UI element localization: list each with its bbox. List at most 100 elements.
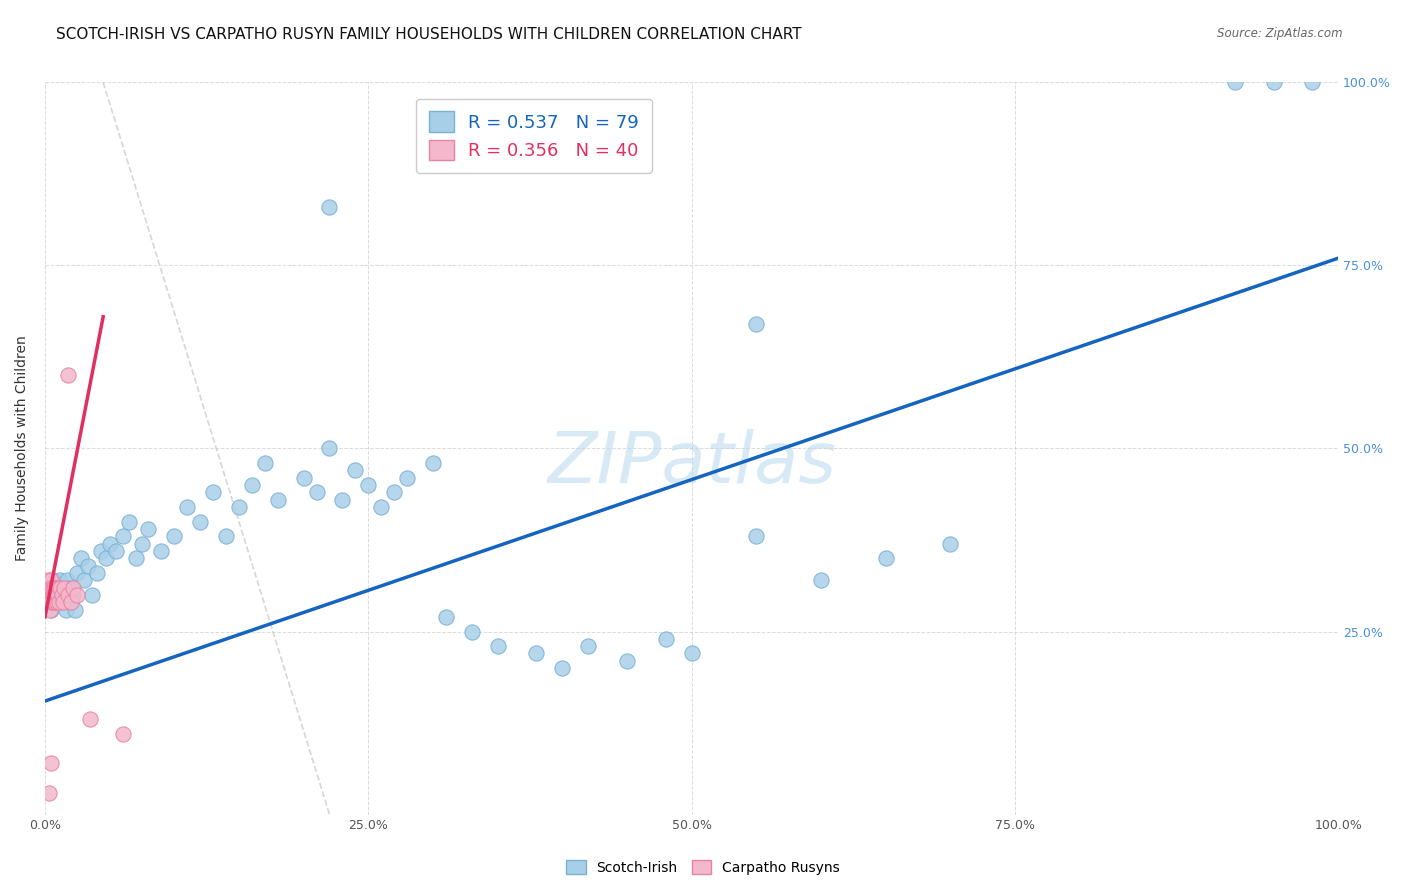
- Point: [53, 581, 76, 595]
- Point: [228, 500, 250, 514]
- Point: [655, 632, 678, 646]
- Point: [52, 595, 75, 609]
- Point: [60, 581, 83, 595]
- Point: [59, 595, 82, 609]
- Point: [45, 588, 67, 602]
- Point: [42, 581, 65, 595]
- Point: [41, 756, 63, 771]
- Point: [616, 654, 638, 668]
- Point: [318, 200, 340, 214]
- Point: [42, 588, 65, 602]
- Point: [42, 595, 65, 609]
- Point: [551, 661, 574, 675]
- Point: [111, 529, 134, 543]
- Point: [332, 492, 354, 507]
- Point: [810, 574, 832, 588]
- Point: [37, 581, 59, 595]
- Point: [461, 624, 484, 639]
- Point: [51, 595, 73, 609]
- Point: [202, 485, 225, 500]
- Point: [42, 588, 65, 602]
- Point: [370, 500, 392, 514]
- Point: [38, 581, 60, 595]
- Point: [38, 595, 60, 609]
- Point: [176, 500, 198, 514]
- Point: [58, 588, 80, 602]
- Point: [39, 602, 62, 616]
- Point: [305, 485, 328, 500]
- Point: [1263, 75, 1285, 89]
- Point: [124, 551, 146, 566]
- Point: [63, 602, 86, 616]
- Point: [344, 463, 367, 477]
- Point: [45, 595, 67, 609]
- Point: [150, 544, 173, 558]
- Point: [41, 595, 63, 609]
- Point: [44, 595, 66, 609]
- Point: [46, 581, 69, 595]
- Point: [215, 529, 238, 543]
- Legend: Scotch-Irish, Carpatho Rusyns: Scotch-Irish, Carpatho Rusyns: [561, 855, 845, 880]
- Point: [163, 529, 186, 543]
- Point: [188, 515, 211, 529]
- Point: [35, 588, 58, 602]
- Point: [70, 551, 93, 566]
- Point: [44, 595, 66, 609]
- Point: [39, 588, 62, 602]
- Point: [422, 456, 444, 470]
- Point: [681, 647, 703, 661]
- Point: [42, 581, 65, 595]
- Point: [434, 610, 457, 624]
- Point: [131, 536, 153, 550]
- Point: [55, 602, 77, 616]
- Point: [52, 581, 75, 595]
- Point: [318, 442, 340, 456]
- Point: [35, 581, 58, 595]
- Point: [38, 588, 60, 602]
- Point: [1223, 75, 1246, 89]
- Point: [357, 478, 380, 492]
- Point: [118, 515, 141, 529]
- Text: Source: ZipAtlas.com: Source: ZipAtlas.com: [1218, 27, 1343, 40]
- Legend: R = 0.537   N = 79, R = 0.356   N = 40: R = 0.537 N = 79, R = 0.356 N = 40: [416, 99, 652, 173]
- Point: [526, 647, 548, 661]
- Point: [38, 595, 60, 609]
- Point: [49, 581, 72, 595]
- Point: [41, 581, 63, 595]
- Point: [105, 544, 128, 558]
- Y-axis label: Family Households with Children: Family Households with Children: [15, 335, 30, 561]
- Point: [48, 588, 70, 602]
- Point: [138, 522, 160, 536]
- Point: [59, 595, 82, 609]
- Point: [66, 588, 89, 602]
- Point: [745, 529, 768, 543]
- Point: [94, 551, 117, 566]
- Point: [62, 588, 84, 602]
- Point: [111, 727, 134, 741]
- Point: [51, 588, 73, 602]
- Point: [41, 574, 63, 588]
- Point: [53, 588, 76, 602]
- Point: [76, 558, 98, 573]
- Point: [267, 492, 290, 507]
- Point: [37, 595, 59, 609]
- Point: [86, 566, 108, 580]
- Text: ZIPatlas: ZIPatlas: [547, 429, 837, 498]
- Point: [58, 368, 80, 383]
- Point: [939, 536, 962, 550]
- Point: [37, 588, 59, 602]
- Point: [45, 588, 67, 602]
- Point: [79, 712, 101, 726]
- Point: [58, 588, 80, 602]
- Point: [90, 544, 112, 558]
- Point: [66, 566, 89, 580]
- Point: [39, 581, 62, 595]
- Point: [39, 588, 62, 602]
- Point: [253, 456, 276, 470]
- Point: [41, 602, 63, 616]
- Point: [73, 574, 96, 588]
- Point: [35, 588, 58, 602]
- Point: [42, 581, 65, 595]
- Point: [46, 588, 69, 602]
- Point: [42, 588, 65, 602]
